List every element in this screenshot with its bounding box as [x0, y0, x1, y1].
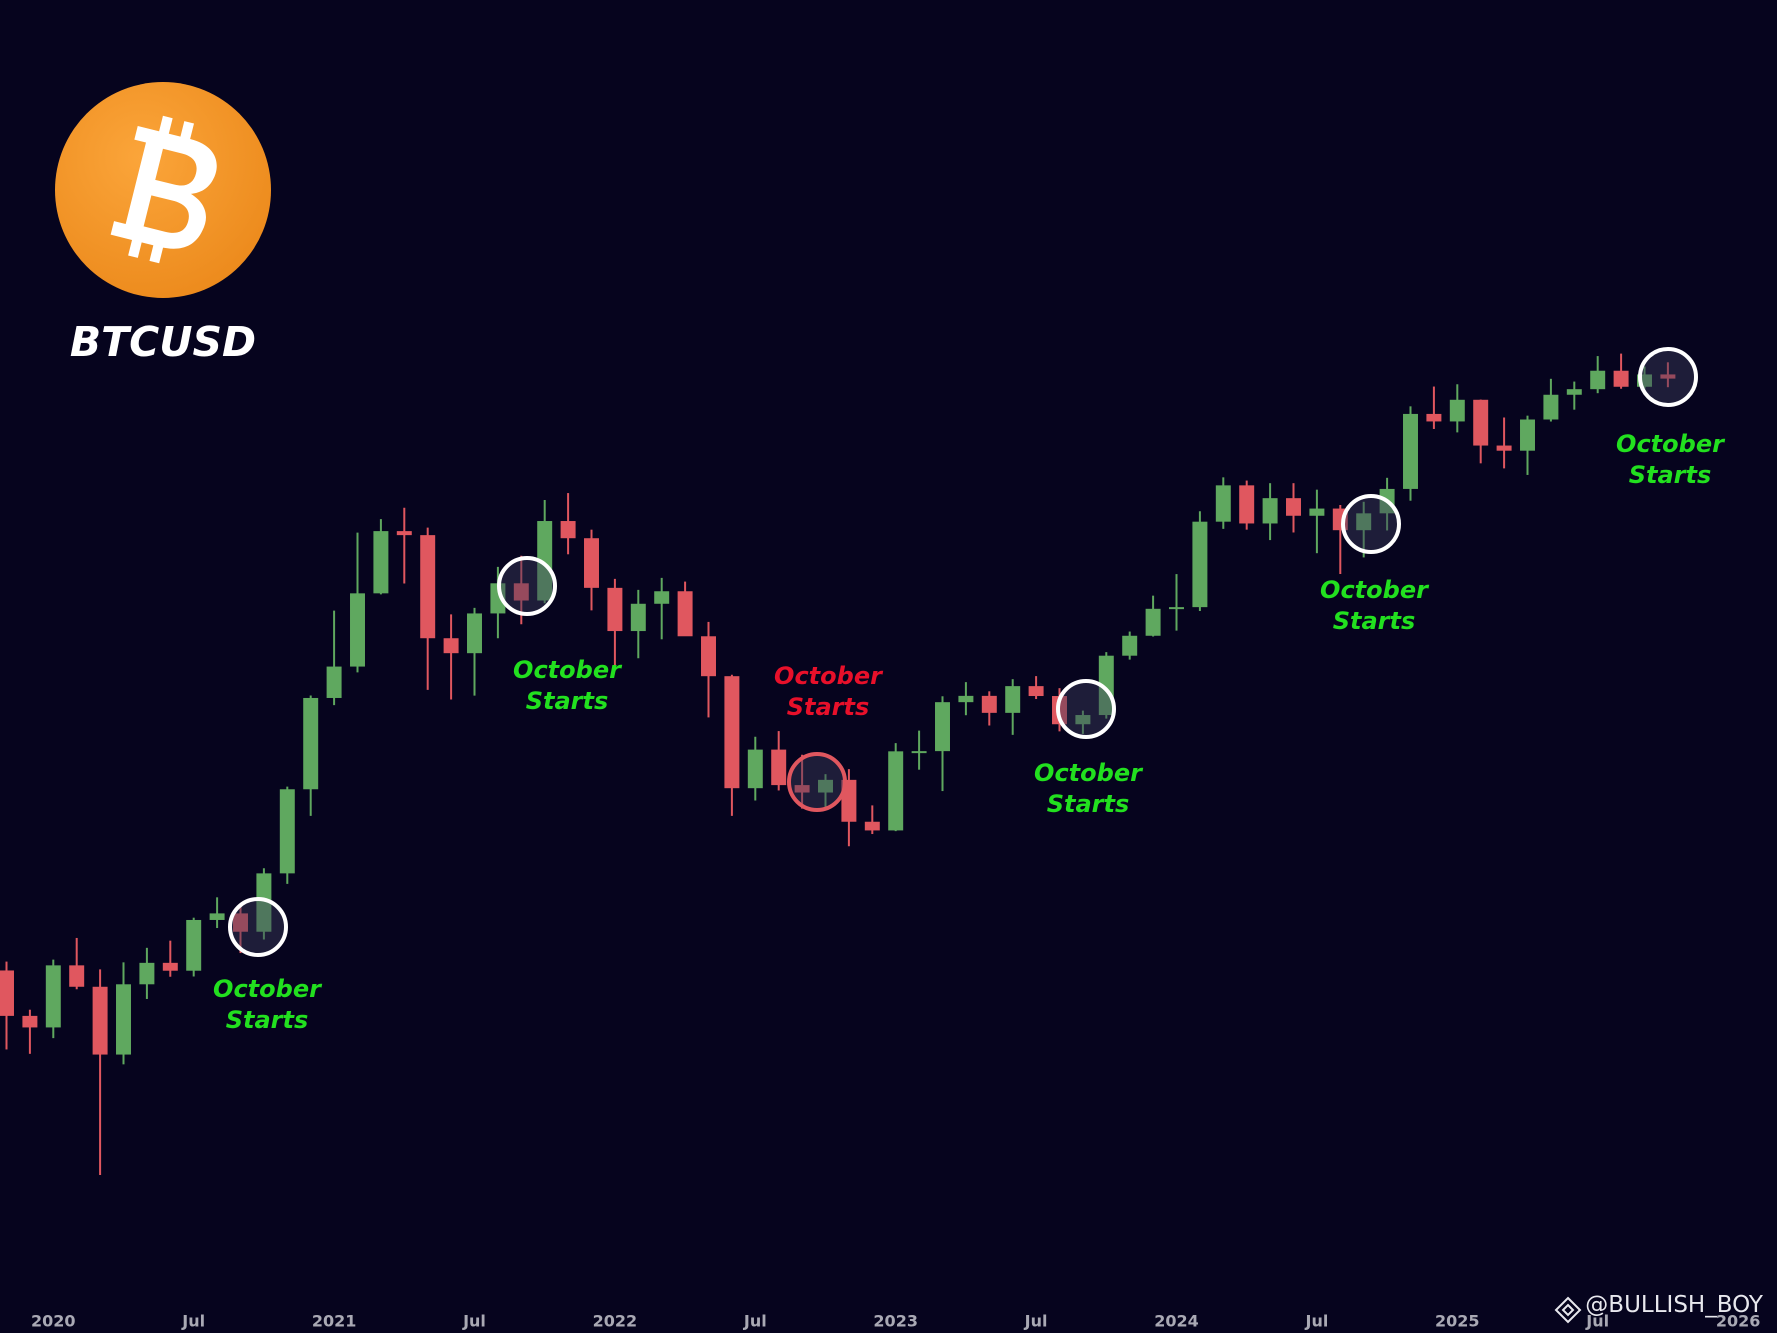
candle-body	[513, 583, 529, 601]
candle-body	[69, 965, 85, 987]
watermark: @BULLISH_BOY	[1585, 1292, 1763, 1318]
candle-body	[560, 521, 576, 539]
candle-body	[490, 583, 506, 614]
annotation-text: October Starts	[1616, 430, 1724, 489]
candle-body	[935, 702, 950, 752]
candle-body	[1496, 445, 1512, 451]
bitcoin-logo	[55, 82, 271, 298]
candle-body	[1356, 513, 1372, 531]
candle-body	[654, 591, 670, 604]
candle-body	[443, 638, 459, 654]
candle-body	[1192, 521, 1208, 608]
candle-body	[1660, 374, 1676, 379]
candle-body	[958, 695, 974, 703]
x-tick-label: 2022	[593, 1312, 638, 1331]
candle-body	[888, 751, 904, 831]
candle-body	[911, 751, 927, 754]
candle-body	[981, 695, 997, 713]
annotation-circle	[787, 752, 847, 812]
candle-body	[1403, 413, 1418, 489]
candle-body	[701, 636, 716, 677]
annotation-text: October Starts	[1320, 576, 1428, 635]
candle-body	[537, 521, 553, 601]
candle-body	[1145, 608, 1161, 636]
chart-title: BTCUSD	[69, 318, 257, 366]
candle-body	[326, 666, 342, 698]
candle-body	[747, 749, 763, 789]
x-tick-label: 2024	[1154, 1312, 1199, 1331]
candle-body	[139, 962, 155, 985]
candle-body	[1169, 607, 1184, 610]
x-tick-label: 2020	[31, 1312, 76, 1331]
annotation-circle	[1056, 679, 1116, 739]
annotation-circle	[1341, 494, 1401, 554]
candle-body	[1473, 399, 1489, 446]
candle-body	[256, 873, 272, 932]
candle-body	[1075, 715, 1091, 725]
x-tick-label: Jul	[462, 1312, 486, 1331]
candle-body	[677, 591, 693, 637]
candle-body	[1613, 370, 1629, 387]
x-tick-label: Jul	[743, 1312, 767, 1331]
annotation-circle	[497, 556, 557, 616]
candle-body	[1566, 389, 1582, 395]
x-tick-label: Jul	[181, 1312, 205, 1331]
candle-body	[92, 986, 108, 1055]
candle-body	[467, 613, 482, 654]
candle-body	[1098, 655, 1114, 716]
x-tick-label: 2023	[873, 1312, 918, 1331]
x-tick-label: 2026	[1716, 1312, 1761, 1331]
x-tick-label: Jul	[1304, 1312, 1328, 1331]
x-tick-label: Jul	[1024, 1312, 1048, 1331]
candle-body	[116, 984, 131, 1055]
candle-body	[186, 919, 202, 971]
x-tick-label: 2025	[1435, 1312, 1480, 1331]
candle-body	[1262, 498, 1278, 524]
annotation-text: October Starts	[774, 662, 882, 721]
candle-body	[1520, 419, 1535, 451]
candle-body	[1590, 370, 1606, 390]
candle-body	[607, 587, 623, 632]
candle-body	[794, 785, 810, 793]
candle-body	[0, 970, 14, 1016]
candle-body	[420, 535, 436, 639]
candle-body	[373, 531, 389, 594]
annotation-text: October Starts	[213, 975, 321, 1034]
candle-body	[209, 913, 225, 920]
candle-body	[724, 676, 740, 789]
candle-body	[1426, 413, 1442, 422]
candle-body	[1449, 399, 1465, 422]
candle-body	[1543, 394, 1559, 420]
x-tick-label: 2021	[312, 1312, 357, 1331]
candle-body	[1215, 485, 1231, 522]
candle-body	[864, 821, 880, 831]
annotation-text: October Starts	[513, 656, 621, 715]
watermark-icon	[1554, 1296, 1582, 1324]
candle-body	[233, 913, 248, 932]
candle-body	[22, 1015, 38, 1028]
candle-body	[45, 965, 61, 1028]
candle-body	[303, 697, 319, 790]
candle-body	[818, 779, 833, 793]
annotation-text: October Starts	[1034, 759, 1142, 818]
candle-body	[396, 531, 412, 536]
candle-body	[350, 593, 365, 667]
candle-body	[1309, 508, 1325, 516]
candle-body	[279, 789, 295, 874]
candle-body	[1122, 635, 1138, 656]
candle-body	[1239, 485, 1255, 524]
candle-body	[1028, 686, 1044, 697]
annotation-circle	[1638, 347, 1698, 407]
annotation-circle	[228, 897, 288, 957]
candle-body	[1005, 686, 1021, 713]
candle-body	[771, 749, 787, 786]
x-tick-label: Jul	[1585, 1312, 1609, 1331]
candle-body	[630, 603, 646, 632]
candle-body	[584, 538, 599, 588]
candle-body	[162, 962, 178, 971]
candle-body	[1286, 498, 1301, 516]
